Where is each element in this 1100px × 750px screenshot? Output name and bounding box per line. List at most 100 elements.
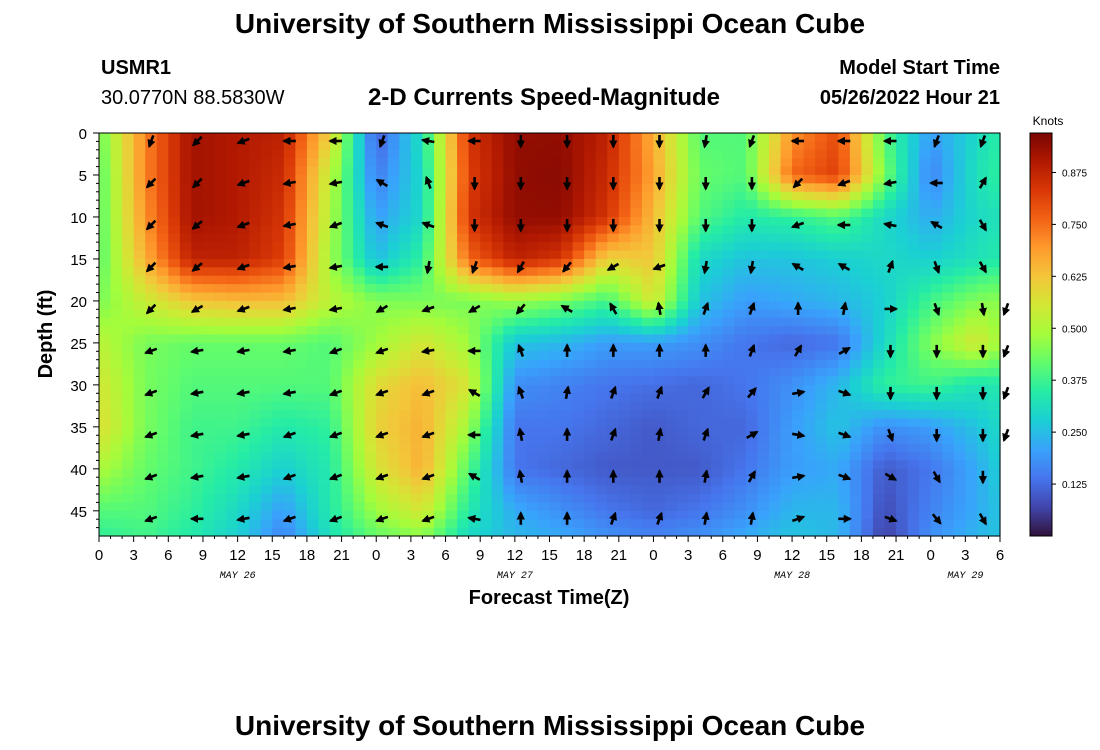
heatmap-cell (665, 443, 678, 453)
heatmap-cell (976, 191, 990, 201)
heatmap-cell (780, 183, 793, 193)
heatmap-cell (549, 502, 562, 512)
heatmap-cell (537, 267, 551, 277)
heatmap-cell (976, 258, 990, 268)
heatmap-cell (907, 166, 920, 176)
heatmap-cell (191, 494, 204, 504)
heatmap-cell (306, 485, 320, 495)
heatmap-cell (872, 418, 886, 428)
heatmap-cell (341, 158, 354, 168)
heatmap-cell (491, 334, 504, 344)
heatmap-cell (422, 225, 435, 235)
heatmap-cell (445, 284, 458, 294)
heatmap-cell (306, 275, 320, 285)
heatmap-cell (433, 250, 447, 260)
heatmap-cell (202, 300, 216, 310)
heatmap-cell (145, 519, 158, 529)
heatmap-cell (283, 502, 296, 512)
heatmap-cell (318, 191, 331, 201)
heatmap-cell (295, 452, 308, 462)
heatmap-cell (780, 166, 793, 176)
heatmap-cell (503, 183, 516, 193)
heatmap-cell (376, 309, 389, 319)
current-arrow (701, 260, 710, 275)
heatmap-cell (699, 401, 712, 411)
heatmap-cell (272, 359, 285, 369)
heatmap-cell (849, 275, 862, 285)
heatmap-cell (653, 267, 666, 277)
heatmap-cell (861, 477, 874, 487)
heatmap-cell (191, 410, 204, 420)
heatmap-cell (99, 443, 112, 453)
heatmap-cell (514, 300, 527, 310)
heatmap-cell (896, 141, 909, 151)
y-tick-label: 25 (70, 336, 87, 353)
heatmap-cell (306, 216, 320, 226)
heatmap-cell (306, 393, 320, 403)
heatmap-cell (110, 435, 123, 445)
heatmap-cell (595, 317, 608, 327)
heatmap-cell (341, 317, 354, 327)
x-tick-label: 15 (541, 547, 558, 564)
heatmap-cell (688, 393, 701, 403)
heatmap-cell (226, 435, 239, 445)
current-arrow (655, 427, 664, 442)
heatmap-cell (133, 410, 146, 420)
heatmap-cell (595, 158, 608, 168)
heatmap-cell (884, 309, 897, 319)
heatmap-cell (919, 225, 932, 235)
heatmap-cell (156, 527, 169, 537)
heatmap-cell (156, 468, 169, 478)
heatmap-cell (607, 317, 620, 327)
heatmap-cell (145, 292, 158, 302)
heatmap-cell (341, 166, 354, 176)
heatmap-cell (942, 300, 955, 310)
heatmap-cell (457, 309, 470, 319)
heatmap-cell (526, 418, 539, 428)
heatmap-cell (976, 334, 990, 344)
x-date-label: MAY 28 (774, 571, 810, 582)
heatmap-cell (283, 435, 296, 445)
heatmap-cell (942, 359, 955, 369)
current-arrow (701, 134, 710, 149)
heatmap-cell (445, 242, 458, 252)
heatmap-cell (283, 309, 296, 319)
heatmap-cell (976, 149, 990, 159)
heatmap-cell (838, 452, 851, 462)
heatmap-cell (537, 300, 551, 310)
heatmap-cell (376, 393, 389, 403)
current-arrow (560, 304, 573, 314)
heatmap-cell (237, 208, 250, 218)
heatmap-cell (861, 133, 874, 142)
heatmap-cell (202, 418, 216, 428)
heatmap-cell (826, 216, 839, 226)
heatmap-cell (433, 334, 447, 344)
heatmap-cell (792, 334, 805, 344)
heatmap-cell (491, 242, 504, 252)
heatmap-cell (884, 334, 897, 344)
heatmap-cell (988, 426, 1001, 436)
heatmap-cell (676, 334, 689, 344)
heatmap-cell (711, 133, 724, 142)
heatmap-cell (110, 242, 123, 252)
heatmap-cell (561, 359, 574, 369)
heatmap-cell (849, 351, 862, 361)
current-arrow (282, 220, 296, 229)
heatmap-cell (803, 250, 816, 260)
heatmap-cell (341, 141, 354, 151)
heatmap-cell (965, 233, 978, 243)
heatmap-cell (260, 216, 273, 226)
heatmap-cell (156, 225, 169, 235)
heatmap-cell (641, 359, 655, 369)
heatmap-cell (665, 384, 678, 394)
heatmap-cell (665, 418, 678, 428)
heatmap-cell (930, 418, 943, 428)
heatmap-cell (226, 418, 239, 428)
heatmap-cell (272, 502, 285, 512)
heatmap-cell (942, 250, 955, 260)
heatmap-cell (295, 191, 308, 201)
heatmap-cell (572, 359, 585, 369)
heatmap-cell (168, 208, 181, 218)
heatmap-cell (399, 233, 412, 243)
heatmap-cell (561, 410, 574, 420)
